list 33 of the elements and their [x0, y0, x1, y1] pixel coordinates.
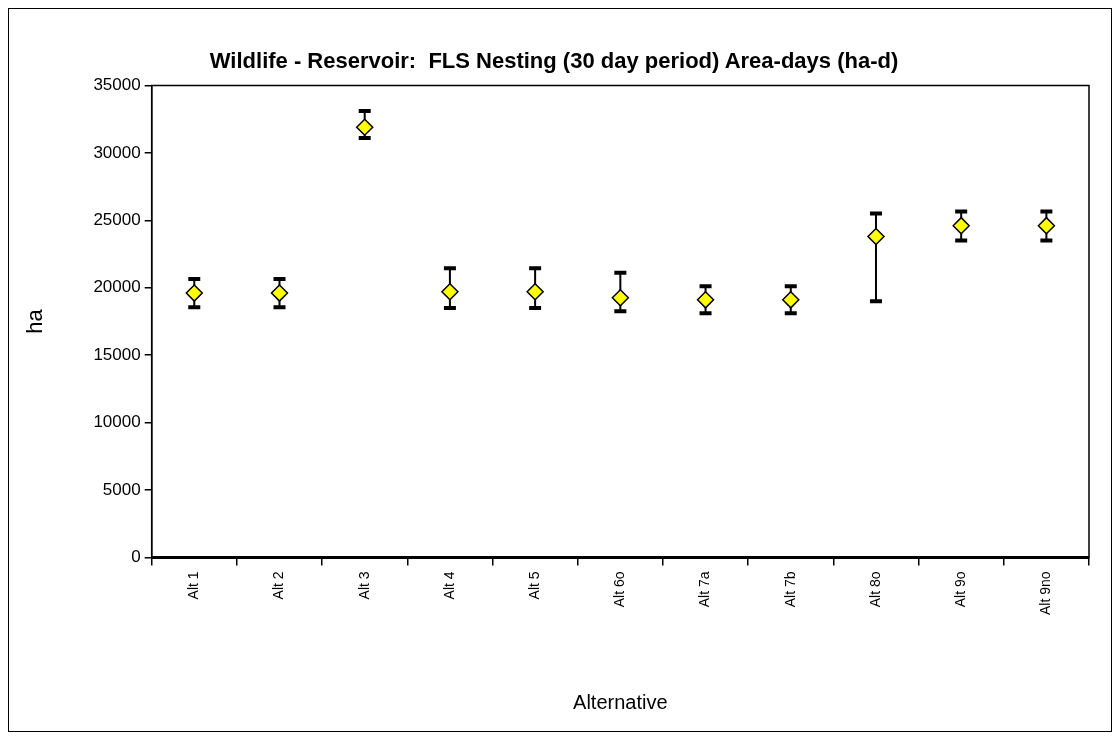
- x-tick-label: Alt 7b: [781, 571, 798, 608]
- x-tick-label: Alt 9o: [952, 571, 969, 608]
- point: [441, 282, 459, 301]
- x-tick-label: Alt 3: [355, 571, 372, 600]
- chart-title: Wildlife - Reservoir: FLS Nesting (30 day period) Area-days (ha-d): [209, 48, 899, 74]
- y-tick-label: 5000: [102, 479, 141, 499]
- point: [355, 118, 374, 136]
- y-tick-label: 20000: [93, 277, 141, 297]
- x-tick-label: Alt 6o: [611, 571, 628, 608]
- y-tick-label: 10000: [93, 412, 141, 432]
- y-tick-label: 25000: [93, 209, 141, 229]
- point: [696, 291, 715, 309]
- point: [611, 289, 630, 307]
- point: [270, 284, 289, 302]
- y-tick-label: 35000: [93, 75, 141, 95]
- y-tick-label: 15000: [93, 344, 141, 364]
- point: [185, 284, 204, 302]
- x-axis-title: Alternative: [573, 690, 668, 713]
- y-tick-label: 0: [131, 547, 141, 567]
- x-tick-label: Alt 7a: [696, 571, 713, 608]
- point: [867, 227, 885, 246]
- y-axis-title: ha: [22, 308, 48, 334]
- point: [952, 216, 970, 235]
- x-tick-label: Alt 4: [440, 571, 457, 600]
- x-tick-label: Alt 2: [270, 571, 287, 600]
- y-tick-label: 30000: [93, 142, 141, 162]
- x-tick-label: Alt 5: [525, 571, 542, 600]
- point: [526, 282, 544, 301]
- x-tick-label: Alt 9no: [1037, 571, 1054, 616]
- x-tick-label: Alt 1: [185, 571, 202, 600]
- point: [782, 291, 800, 309]
- point: [1037, 216, 1056, 235]
- x-tick-label: Alt 8o: [866, 571, 883, 608]
